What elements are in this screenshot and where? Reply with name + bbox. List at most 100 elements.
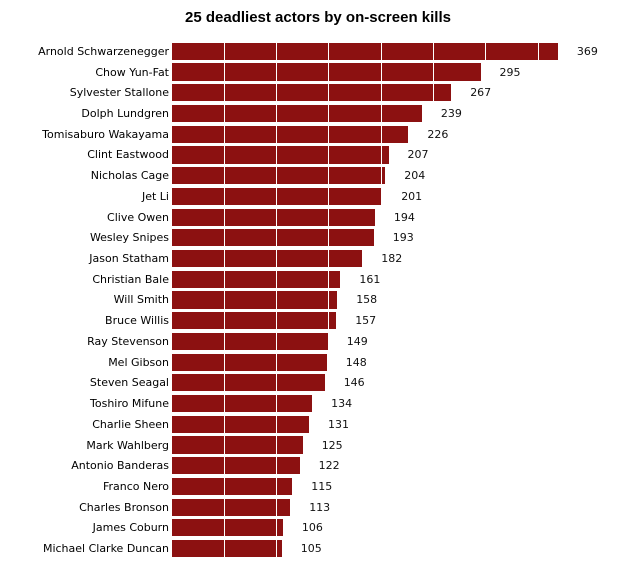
gridline — [328, 167, 330, 185]
bar — [172, 208, 375, 226]
gridline — [223, 208, 225, 226]
value-label: 226 — [427, 127, 449, 141]
value-label: 149 — [346, 334, 368, 348]
gridline — [380, 187, 382, 205]
chart-row: Michael Clarke Duncan 105 — [0, 538, 636, 559]
bar-track: 207 — [172, 145, 636, 166]
value-label: 131 — [328, 417, 349, 431]
value-label: 194 — [393, 210, 415, 224]
gridline — [328, 84, 330, 102]
chart-row: Chow Yun-Fat 295 — [0, 62, 636, 83]
chart-row: Ray Stevenson 149 — [0, 331, 636, 352]
chart-row: Antonio Banderas 122 — [0, 455, 636, 476]
gridline — [276, 312, 278, 330]
bar-track: 158 — [172, 290, 636, 311]
gridline — [276, 519, 278, 537]
bar-track: 131 — [172, 414, 636, 435]
category-label: James Coburn — [92, 521, 169, 535]
bar-track: 113 — [172, 497, 636, 518]
gridline — [276, 477, 278, 496]
category-label: Clive Owen — [107, 210, 169, 224]
bar-track: 204 — [172, 165, 636, 186]
category-label: Antonio Banderas — [71, 459, 169, 473]
gridline — [223, 229, 225, 247]
value-label: 106 — [301, 521, 323, 535]
gridline — [276, 104, 278, 123]
gridline — [223, 104, 225, 123]
category-label: Charles Bronson — [79, 500, 169, 514]
value-label: 182 — [381, 252, 403, 266]
chart-row: Toshiro Mifune 134 — [0, 393, 636, 414]
bar — [172, 84, 452, 102]
chart-row: Sylvester Stallone 267 — [0, 82, 636, 103]
chart-row: Jet Li 201 — [0, 186, 636, 207]
gridline — [276, 84, 278, 102]
gridline — [223, 146, 225, 164]
chart-row: Clive Owen 194 — [0, 207, 636, 228]
gridline — [276, 208, 278, 226]
category-label: Toshiro Mifune — [90, 397, 169, 411]
gridline — [276, 540, 278, 558]
category-label: Tomisaburo Wakayama — [42, 127, 169, 141]
gridline — [328, 249, 330, 268]
gridline — [223, 457, 225, 475]
category-label: Ray Stevenson — [87, 334, 169, 348]
gridline — [276, 63, 278, 81]
bar — [172, 415, 309, 433]
gridline — [223, 84, 225, 102]
gridline — [223, 42, 225, 60]
bar-track: 115 — [172, 476, 636, 497]
gridline — [432, 84, 434, 102]
category-label: Clint Eastwood — [87, 148, 169, 162]
chart-row: Christian Bale 161 — [0, 269, 636, 290]
gridline — [380, 125, 382, 143]
category-label: Franco Nero — [102, 479, 169, 493]
category-label: Mark Wahlberg — [86, 438, 169, 452]
category-label: Christian Bale — [92, 272, 169, 286]
gridline — [328, 270, 330, 288]
bar-track: 122 — [172, 455, 636, 476]
value-label: 369 — [576, 44, 598, 58]
bar — [172, 374, 325, 392]
gridline — [485, 42, 487, 60]
value-label: 239 — [440, 107, 462, 121]
gridline — [276, 249, 278, 268]
gridline — [380, 146, 382, 164]
gridline — [276, 415, 278, 433]
gridline — [223, 436, 225, 454]
bar — [172, 167, 386, 185]
value-label: 146 — [343, 376, 365, 390]
chart-row: Tomisaburo Wakayama 226 — [0, 124, 636, 145]
bar — [172, 291, 338, 309]
category-label: Will Smith — [113, 293, 169, 307]
gridline — [223, 374, 225, 392]
gridline — [276, 394, 278, 413]
category-label: Mel Gibson — [108, 355, 169, 369]
bar — [172, 187, 383, 205]
bar — [172, 270, 341, 288]
bar-track: 146 — [172, 373, 636, 394]
bar — [172, 332, 328, 351]
bar-track: 182 — [172, 248, 636, 269]
gridline — [432, 63, 434, 81]
category-label: Sylvester Stallone — [69, 86, 169, 100]
chart-row: Arnold Schwarzenegger 369 — [0, 41, 636, 62]
gridline — [380, 104, 382, 123]
bar-track: 134 — [172, 393, 636, 414]
gridline — [328, 312, 330, 330]
gridline — [276, 353, 278, 371]
bar — [172, 312, 337, 330]
gridline — [276, 229, 278, 247]
gridline — [276, 167, 278, 185]
gridline — [328, 229, 330, 247]
bar — [172, 104, 422, 123]
gridline — [276, 146, 278, 164]
gridline — [223, 187, 225, 205]
gridline — [537, 42, 539, 60]
value-label: 122 — [318, 459, 340, 473]
gridline — [380, 84, 382, 102]
category-label: Wesley Snipes — [89, 231, 169, 245]
category-label: Bruce Willis — [105, 314, 169, 328]
category-label: Michael Clarke Duncan — [42, 542, 169, 556]
chart-row: Bruce Willis 157 — [0, 310, 636, 331]
